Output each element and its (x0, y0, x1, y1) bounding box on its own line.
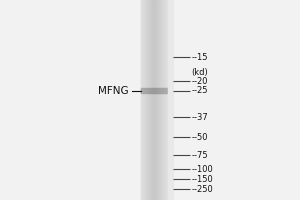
Bar (155, 88, 156, 93)
Bar (162, 88, 163, 93)
Bar (168, 0, 173, 200)
Bar (156, 88, 157, 93)
Bar (167, 0, 168, 200)
Bar (157, 0, 158, 200)
Bar (146, 0, 147, 200)
Bar (160, 88, 161, 93)
Bar (154, 0, 155, 200)
Bar (157, 88, 158, 93)
Bar (154, 0, 155, 200)
Text: --150: --150 (191, 174, 213, 184)
Bar (142, 88, 143, 93)
Text: MFNG: MFNG (98, 86, 129, 96)
Text: --20: --20 (191, 76, 208, 86)
Bar (161, 88, 162, 93)
Bar (153, 0, 154, 200)
Bar (141, 0, 142, 200)
Bar (154, 88, 155, 93)
Bar (164, 88, 165, 93)
Bar (155, 0, 156, 200)
Bar (142, 0, 143, 200)
Bar (151, 0, 152, 200)
Text: --25: --25 (191, 86, 208, 95)
Bar (165, 88, 166, 93)
Bar (152, 88, 153, 93)
Bar (160, 0, 161, 200)
Bar (158, 88, 159, 93)
Bar (147, 0, 148, 200)
Bar (145, 88, 146, 93)
Bar (153, 88, 154, 93)
Bar (156, 0, 157, 200)
Bar (144, 0, 145, 200)
Bar (159, 88, 160, 93)
Bar (163, 88, 164, 93)
Bar (154, 88, 155, 93)
Bar (141, 88, 142, 93)
Bar (150, 88, 151, 93)
Bar (167, 88, 168, 93)
Bar (145, 0, 146, 200)
Text: --250: --250 (191, 184, 213, 194)
Bar (166, 0, 167, 200)
Text: --50: --50 (191, 132, 208, 142)
Text: --75: --75 (191, 150, 208, 160)
Bar (164, 0, 165, 200)
Bar (151, 88, 152, 93)
Bar (163, 0, 164, 200)
Bar (147, 88, 148, 93)
Bar (162, 0, 163, 200)
Bar (146, 88, 147, 93)
Bar (144, 88, 145, 93)
Bar (158, 0, 159, 200)
Bar (161, 0, 162, 200)
Bar (165, 0, 166, 200)
Text: --100: --100 (191, 164, 213, 173)
Text: --15: --15 (191, 52, 208, 62)
Bar (152, 0, 153, 200)
Bar (150, 0, 151, 200)
Text: (kd): (kd) (191, 68, 208, 76)
Bar (159, 0, 160, 200)
Bar (143, 88, 144, 93)
Bar (143, 0, 144, 200)
Text: --37: --37 (191, 112, 208, 121)
Bar (166, 88, 167, 93)
